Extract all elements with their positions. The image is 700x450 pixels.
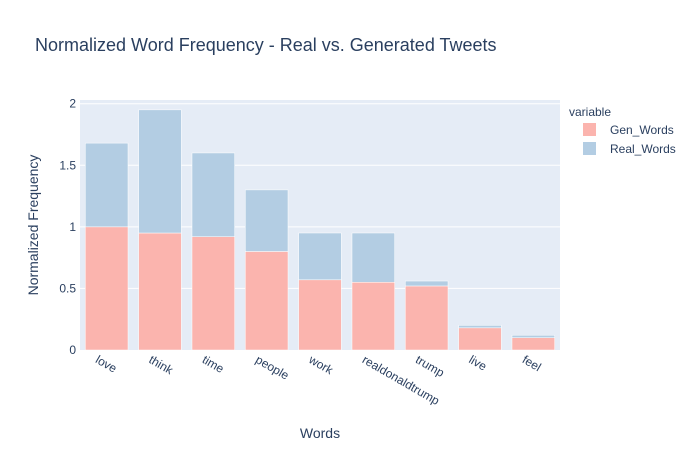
bar-real-words — [458, 325, 502, 329]
bar-real-words — [298, 232, 342, 281]
chart-title: Normalized Word Frequency - Real vs. Gen… — [35, 35, 497, 55]
bar-gen-words — [511, 337, 555, 351]
x-tick-label: live — [467, 352, 490, 373]
bar-gen-words — [191, 236, 235, 351]
x-tick-label: think — [147, 352, 177, 377]
bar-real-words — [138, 109, 182, 234]
bar-real-words — [511, 334, 555, 338]
x-tick-label: feel — [520, 352, 544, 374]
bar-real-words — [405, 280, 449, 287]
bar-real-words — [245, 189, 289, 252]
y-tick-label: 0.5 — [59, 281, 76, 295]
x-tick-label: work — [306, 352, 337, 378]
legend-label: Real_Words — [610, 142, 676, 156]
bar-gen-words — [405, 285, 449, 351]
x-tick-label: trump — [413, 352, 447, 380]
y-tick-label: 1.5 — [59, 158, 76, 172]
bar-gen-words — [245, 251, 289, 351]
bar-gen-words — [458, 327, 502, 351]
x-axis-title: Words — [300, 425, 340, 441]
legend-title: variable — [569, 105, 611, 119]
bar-gen-words — [298, 279, 342, 351]
bar-gen-words — [351, 282, 395, 351]
y-tick-label: 1 — [69, 220, 76, 234]
bar-real-words — [191, 152, 235, 237]
y-axis-title: Normalized Frequency — [25, 155, 41, 296]
y-tick-label: 2 — [69, 97, 76, 111]
legend-swatch — [583, 142, 596, 155]
legend-items: Gen_Words Real_Words — [583, 123, 676, 156]
x-axis-ticks: love think time people work realdonaldtrumptr… — [93, 352, 543, 408]
legend: variable Gen_Words Real_Words — [569, 105, 676, 156]
bars — [85, 109, 555, 351]
legend-label: Gen_Words — [610, 123, 674, 137]
legend-swatch — [583, 123, 596, 136]
bar-real-words — [85, 142, 129, 228]
bar-gen-words — [85, 226, 129, 351]
bar-real-words — [351, 232, 395, 283]
y-tick-label: 0 — [69, 343, 76, 357]
x-tick-label: people — [253, 352, 291, 382]
y-axis-ticks: 0 0.5 1 1.5 2 — [59, 97, 76, 357]
x-tick-label: love — [93, 352, 119, 375]
bar-gen-words — [138, 232, 182, 351]
x-tick-label: time — [200, 352, 227, 376]
